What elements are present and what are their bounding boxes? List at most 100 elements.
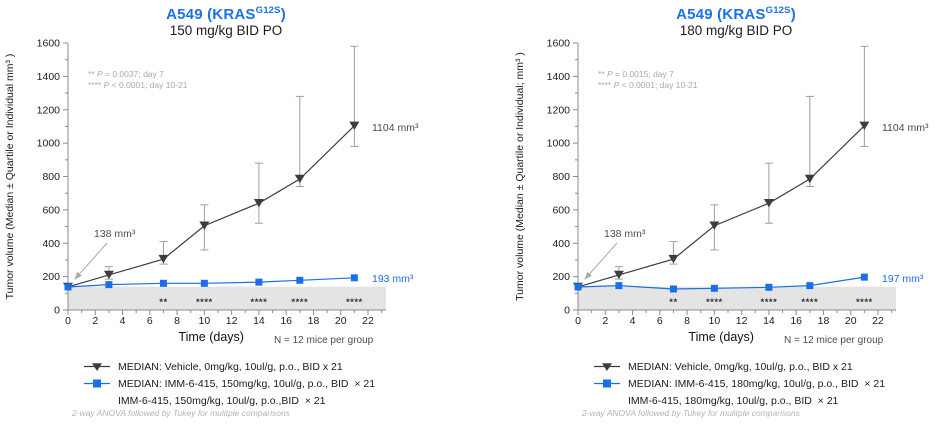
legend-row-treated: MEDIAN: IMM-6-415, 180mg/kg, 10ul/g, p.o… xyxy=(594,375,885,392)
start-volume-label: 138 mm³ xyxy=(604,228,646,240)
significance-stars: ** xyxy=(159,297,167,308)
vehicle-legend-marker-icon xyxy=(594,363,620,371)
n-mice-label: N = 12 mice per group xyxy=(274,335,374,346)
treated-series xyxy=(64,274,358,291)
svg-text:22: 22 xyxy=(362,315,374,327)
vehicle-legend-marker-icon xyxy=(84,363,110,371)
svg-text:8: 8 xyxy=(174,315,180,327)
vehicle-end-value-label: 1104 mm³ xyxy=(882,122,929,134)
svg-text:0: 0 xyxy=(575,315,581,327)
shaded-band xyxy=(68,286,386,310)
svg-text:4: 4 xyxy=(120,315,126,327)
svg-text:10: 10 xyxy=(199,315,211,327)
shaded-band xyxy=(578,286,896,310)
start-volume-label: 138 mm³ xyxy=(94,228,136,240)
svg-text:600: 600 xyxy=(552,204,570,216)
svg-text:12: 12 xyxy=(736,315,748,327)
significance-stars: **** xyxy=(346,297,363,308)
svg-text:20: 20 xyxy=(335,315,347,327)
chart-legend: MEDIAN: Vehicle, 0mg/kg, 10ul/g, p.o., B… xyxy=(594,358,885,409)
title-superscript: G12S xyxy=(255,5,281,16)
svg-text:200: 200 xyxy=(552,271,570,283)
treated-end-value-label: 197 mm³ xyxy=(882,273,924,285)
legend-row-treated: MEDIAN: IMM-6-415, 150mg/kg, 10ul/g, p.o… xyxy=(84,375,375,392)
svg-text:800: 800 xyxy=(42,171,60,183)
svg-text:400: 400 xyxy=(42,238,60,250)
vehicle-series xyxy=(573,45,870,292)
svg-text:800: 800 xyxy=(552,171,570,183)
significance-stars: **** xyxy=(706,297,723,308)
svg-text:12: 12 xyxy=(226,315,238,327)
blank-legend-marker xyxy=(84,395,110,406)
significance-stars: **** xyxy=(251,297,268,308)
svg-text:8: 8 xyxy=(684,315,690,327)
significance-stars: **** xyxy=(761,297,778,308)
svg-text:18: 18 xyxy=(308,315,320,327)
vehicle-series xyxy=(63,45,360,292)
start-volume-arrow xyxy=(584,242,618,280)
y-axis-label: Tumor volume (Median ± Quartile or Indiv… xyxy=(514,52,526,301)
chart-title: A549 (KRASG12S) xyxy=(510,5,938,23)
legend-label-individual: IMM-6-415, 180mg/kg, 10ul/g, p.o., BID ×… xyxy=(628,394,839,407)
blank-legend-marker xyxy=(594,395,620,406)
legend-label-individual: IMM-6-415, 150mg/kg, 10ul/g, p.o.,BID × … xyxy=(118,394,326,407)
svg-text:16: 16 xyxy=(790,315,802,327)
start-volume-arrow xyxy=(74,242,108,280)
svg-text:16: 16 xyxy=(280,315,292,327)
svg-text:0: 0 xyxy=(564,305,570,317)
legend-row-vehicle: MEDIAN: Vehicle, 0mg/kg, 10ul/g, p.o., B… xyxy=(594,358,885,375)
n-mice-label: N = 12 mice per group xyxy=(784,335,884,346)
svg-text:1200: 1200 xyxy=(37,104,61,116)
svg-text:14: 14 xyxy=(763,315,775,327)
treated-legend-marker-icon xyxy=(594,379,620,388)
p-value-annotation: **** P < 0.0001; day 10-21 xyxy=(88,80,188,90)
title-suffix: ) xyxy=(790,6,796,23)
title-suffix: ) xyxy=(280,6,286,23)
significance-stars: **** xyxy=(291,297,308,308)
legend-row-individual: IMM-6-415, 180mg/kg, 10ul/g, p.o., BID ×… xyxy=(594,392,885,409)
svg-text:1400: 1400 xyxy=(547,71,571,83)
y-axis-label: Tumor volume (Median ± Quartile or Indiv… xyxy=(4,54,16,300)
plot-svg-0: 0 200 400 600 800 1000 1200 1400 1600 0 2 4 6 8 10 12 14… xyxy=(4,38,419,347)
svg-text:2: 2 xyxy=(92,315,98,327)
svg-text:2: 2 xyxy=(602,315,608,327)
svg-text:600: 600 xyxy=(42,204,60,216)
plot-svg-1: 0 200 400 600 800 1000 1200 1400 1600 0 2 4 6 8 10 12 14… xyxy=(514,38,929,347)
anova-footnote: 2-way ANOVA followed by Tukey for mulitp… xyxy=(72,408,290,418)
svg-text:1000: 1000 xyxy=(37,138,61,150)
svg-text:200: 200 xyxy=(42,271,60,283)
svg-text:20: 20 xyxy=(845,315,857,327)
legend-row-vehicle: MEDIAN: Vehicle, 0mg/kg, 10ul/g, p.o., B… xyxy=(84,358,375,375)
legend-label-vehicle: MEDIAN: Vehicle, 0mg/kg, 10ul/g, p.o., B… xyxy=(628,360,853,373)
svg-text:1000: 1000 xyxy=(547,138,571,150)
chart-legend: MEDIAN: Vehicle, 0mg/kg, 10ul/g, p.o., B… xyxy=(84,358,375,409)
chart-title: A549 (KRASG12S) xyxy=(0,5,452,23)
x-axis-label: Time (days) xyxy=(688,330,754,344)
chart-panel-150mgkg: A549 (KRASG12S) 150 mg/kg BID PO 0 200 400… xyxy=(0,0,452,426)
svg-text:10: 10 xyxy=(709,315,721,327)
p-value-annotation: ** P = 0.0037; day 7 xyxy=(88,69,164,79)
svg-text:6: 6 xyxy=(657,315,663,327)
svg-text:1600: 1600 xyxy=(37,38,61,50)
svg-text:4: 4 xyxy=(630,315,636,327)
svg-text:18: 18 xyxy=(818,315,830,327)
p-value-annotation: ** P = 0.0015; day 7 xyxy=(598,69,674,79)
significance-stars: **** xyxy=(856,297,873,308)
legend-label-vehicle: MEDIAN: Vehicle, 0mg/kg, 10ul/g, p.o., B… xyxy=(118,360,343,373)
chart-panel-180mgkg: A549 (KRASG12S) 180 mg/kg BID PO 0 200 400… xyxy=(510,0,938,426)
significance-stars: **** xyxy=(801,297,818,308)
anova-footnote: 2-way ANOVA followed by Tukey for mulitp… xyxy=(582,408,800,418)
treated-legend-marker-icon xyxy=(84,379,110,388)
svg-text:22: 22 xyxy=(872,315,884,327)
x-axis-label: Time (days) xyxy=(178,330,244,344)
svg-text:14: 14 xyxy=(253,315,265,327)
chart-subtitle: 150 mg/kg BID PO xyxy=(169,23,283,38)
title-superscript: G12S xyxy=(765,5,791,16)
title-prefix: A549 (KRAS xyxy=(166,6,256,23)
svg-text:6: 6 xyxy=(147,315,153,327)
legend-row-individual: IMM-6-415, 150mg/kg, 10ul/g, p.o.,BID × … xyxy=(84,392,375,409)
svg-text:1400: 1400 xyxy=(37,71,61,83)
legend-label-treated: MEDIAN: IMM-6-415, 150mg/kg, 10ul/g, p.o… xyxy=(118,377,376,390)
svg-text:1200: 1200 xyxy=(547,104,571,116)
treated-series xyxy=(574,273,868,293)
